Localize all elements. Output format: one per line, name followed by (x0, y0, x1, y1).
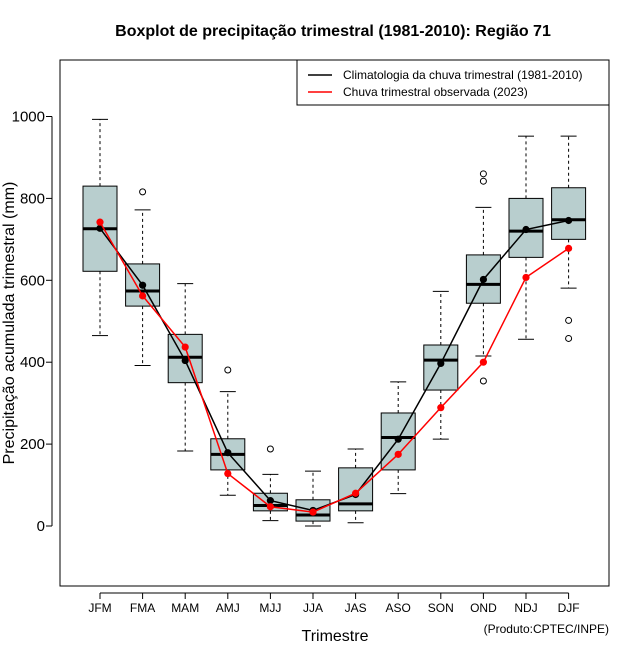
chart-title: Boxplot de precipitação trimestral (1981… (115, 23, 551, 40)
series-point-observed (437, 404, 445, 412)
box-jja (295, 470, 331, 527)
series-point-climatology (266, 497, 274, 505)
x-tick-label: DJF (558, 601, 580, 615)
box-fma (125, 188, 161, 366)
y-axis: 0 200 400 600 800 1000 (12, 109, 53, 535)
y-axis-label: Precipitação acumulada trimestral (mm) (1, 182, 18, 465)
x-tick-label: ASO (386, 601, 411, 615)
y-tick-label: 800 (20, 190, 45, 207)
series-line-observed (99, 221, 570, 513)
box-djf (551, 135, 587, 342)
outlier-point (266, 445, 274, 453)
x-tick-label: JAS (345, 601, 367, 615)
y-tick-label: 0 (37, 518, 45, 535)
legend-label-climatology: Climatologia da chuva trimestral (1981-2… (343, 68, 582, 82)
x-tick-label: MAM (171, 601, 199, 615)
x-tick-label: OND (470, 601, 497, 615)
x-tick-label: JJA (303, 601, 323, 615)
outlier-point (565, 334, 573, 342)
series-point-observed (309, 508, 317, 516)
boxes-layer (82, 118, 587, 527)
legend-box (296, 59, 610, 106)
series-point-observed (352, 489, 360, 497)
series-point-observed (181, 343, 189, 351)
x-tick-label: FMA (130, 601, 155, 615)
box-mam (167, 283, 203, 452)
plot-frame (59, 59, 610, 587)
series-point-climatology (479, 275, 487, 284)
legend: Climatologia da chuva trimestral (1981-2… (296, 59, 610, 106)
series-point-observed (96, 218, 104, 226)
series-point-climatology (139, 281, 147, 289)
outlier-point (479, 377, 487, 385)
x-tick-label: JFM (88, 601, 111, 615)
series-point-observed (522, 273, 530, 282)
series-point-climatology (565, 216, 573, 225)
y-tick-label: 1000 (12, 109, 45, 126)
series-point-climatology (394, 435, 402, 443)
x-axis: JFM FMA MAM AMJ MJJ JJA JAS ASO SON OND NDJ DJF (88, 592, 580, 615)
x-tick-label: AMJ (216, 601, 240, 615)
series-point-observed (394, 450, 402, 458)
series-point-observed (479, 358, 487, 366)
x-axis-label: Trimestre (302, 628, 369, 645)
series-point-observed (139, 292, 147, 300)
outlier-point (224, 366, 232, 374)
outlier-point (565, 316, 573, 324)
y-tick-label: 400 (20, 354, 45, 371)
credit-text: (Produto:CPTEC/INPE) (484, 622, 609, 636)
box-iqr (551, 187, 587, 240)
box-jas (338, 448, 374, 524)
series-point-climatology (522, 225, 530, 234)
x-tick-label: SON (428, 601, 454, 615)
y-tick-label: 200 (20, 436, 45, 453)
outlier-point (139, 188, 147, 196)
series-point-climatology (224, 449, 232, 457)
x-tick-label: MJJ (259, 601, 281, 615)
series-point-observed (266, 503, 274, 511)
series-point-observed (224, 469, 232, 478)
series-point-observed (565, 244, 573, 252)
series-layer (96, 216, 573, 516)
outlier-point (479, 177, 487, 185)
legend-label-observed: Chuva trimestral observada (2023) (343, 85, 528, 99)
outlier-point (479, 170, 487, 178)
series-point-climatology (437, 359, 445, 368)
series-point-climatology (181, 356, 189, 365)
box-ndj (508, 135, 544, 340)
x-tick-label: NDJ (514, 601, 537, 615)
y-tick-label: 600 (20, 272, 45, 289)
